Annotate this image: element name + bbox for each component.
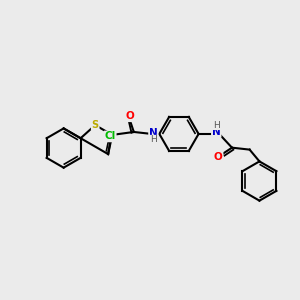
Text: O: O <box>214 152 223 163</box>
Text: S: S <box>92 120 99 130</box>
Text: N: N <box>149 128 158 138</box>
Text: H: H <box>150 135 157 144</box>
Text: N: N <box>212 127 220 137</box>
Text: O: O <box>125 111 134 121</box>
Text: Cl: Cl <box>104 131 116 141</box>
Text: H: H <box>213 121 220 130</box>
